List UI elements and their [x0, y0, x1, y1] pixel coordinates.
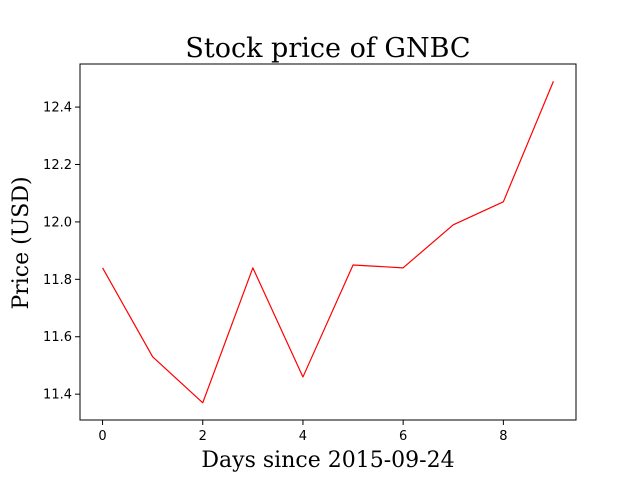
y-tick-label: 11.6 [43, 330, 72, 345]
y-tick-label: 12.4 [43, 101, 72, 116]
x-tick-label: 0 [98, 429, 106, 444]
plot-area-frame [79, 63, 577, 421]
y-tick-label: 11.8 [43, 273, 72, 288]
chart-title: Stock price of GNBC [185, 33, 470, 64]
x-tick-label: 8 [499, 429, 507, 444]
y-axis-label: Price (USD) [9, 176, 34, 309]
x-tick-label: 4 [299, 429, 307, 444]
price-series-line [102, 80, 555, 404]
x-axis: 0 2 4 6 8 [98, 420, 507, 444]
y-tick-label: 12.2 [43, 158, 72, 173]
y-tick-label: 11.4 [43, 388, 72, 403]
series-layer [102, 80, 555, 404]
x-axis-label: Days since 2015-09-24 [201, 448, 454, 473]
x-tick-label: 6 [399, 429, 407, 444]
x-tick-label: 2 [199, 429, 207, 444]
y-tick-label: 12.0 [43, 215, 72, 230]
y-axis: 11.4 11.6 11.8 12.0 12.2 12.4 [43, 101, 80, 403]
